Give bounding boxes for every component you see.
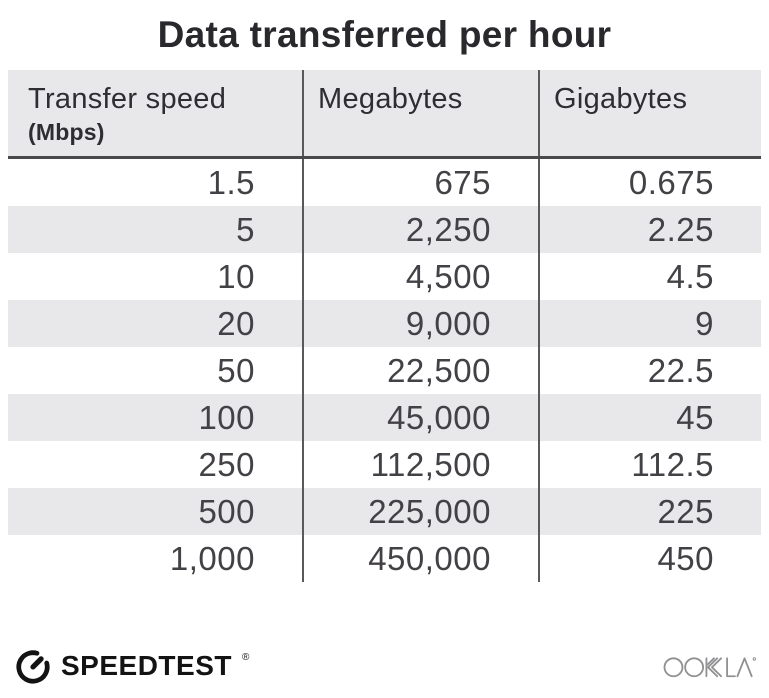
cell-megabytes: 9,000 [302, 300, 538, 347]
table-row: 50 22,500 22.5 [8, 347, 761, 394]
cell-gigabytes: 225 [538, 488, 761, 535]
table-row: 100 45,000 45 [8, 394, 761, 441]
cell-speed: 10 [217, 257, 255, 295]
cell-megabytes: 450,000 [302, 535, 538, 582]
cell-gigabytes: 0.675 [538, 159, 761, 206]
table-body: 1.5 675 0.675 5 2,250 2.25 10 4,500 4.5 … [8, 159, 761, 582]
cell-gigabytes: 9 [538, 300, 761, 347]
cell-megabytes: 675 [302, 159, 538, 206]
cell-gigabytes: 22.5 [538, 347, 761, 394]
cell-speed: 1,000 [169, 539, 255, 577]
data-table: Transfer speed (Mbps) Megabytes Gigabyte… [8, 70, 761, 582]
header-gigabytes: Gigabytes [538, 70, 761, 156]
table-header-row: Transfer speed (Mbps) Megabytes Gigabyte… [8, 70, 761, 159]
cell-megabytes: 112,500 [302, 441, 538, 488]
speedometer-gauge-icon [16, 650, 50, 684]
speedtest-logo: SPEEDTEST ® [14, 646, 250, 686]
table-row: 10 4,500 4.5 [8, 253, 761, 300]
cell-speed: 500 [198, 492, 255, 530]
ookla-logo [663, 656, 756, 677]
speedtest-wordmark: SPEEDTEST [61, 650, 232, 681]
page-title: Data transferred per hour [157, 14, 612, 55]
footer: SPEEDTEST ® [14, 644, 757, 688]
header-mbps-label: (Mbps) [28, 119, 105, 145]
table-row: 1.5 675 0.675 [8, 159, 761, 206]
table-row: 500 225,000 225 [8, 488, 761, 535]
header-transfer-speed-label: Transfer speed [28, 83, 227, 115]
cell-speed: 1.5 [207, 163, 255, 201]
cell-speed: 250 [198, 445, 255, 483]
cell-gigabytes: 4.5 [538, 253, 761, 300]
cell-megabytes: 45,000 [302, 394, 538, 441]
cell-speed: 5 [236, 210, 255, 248]
table-row: 20 9,000 9 [8, 300, 761, 347]
cell-gigabytes: 2.25 [538, 206, 761, 253]
table-row: 5 2,250 2.25 [8, 206, 761, 253]
header-megabytes: Megabytes [302, 70, 538, 156]
table-row: 1,000 450,000 450 [8, 535, 761, 582]
cell-megabytes: 2,250 [302, 206, 538, 253]
cell-megabytes: 22,500 [302, 347, 538, 394]
table-row: 250 112,500 112.5 [8, 441, 761, 488]
cell-gigabytes: 450 [538, 535, 761, 582]
cell-speed: 50 [217, 351, 255, 389]
cell-megabytes: 225,000 [302, 488, 538, 535]
cell-speed: 20 [217, 304, 255, 342]
cell-gigabytes: 45 [538, 394, 761, 441]
header-transfer-speed: Transfer speed (Mbps) [8, 70, 302, 156]
cell-megabytes: 4,500 [302, 253, 538, 300]
cell-speed: 100 [198, 398, 255, 436]
registered-mark-icon: ® [241, 651, 250, 663]
cell-gigabytes: 112.5 [538, 441, 761, 488]
